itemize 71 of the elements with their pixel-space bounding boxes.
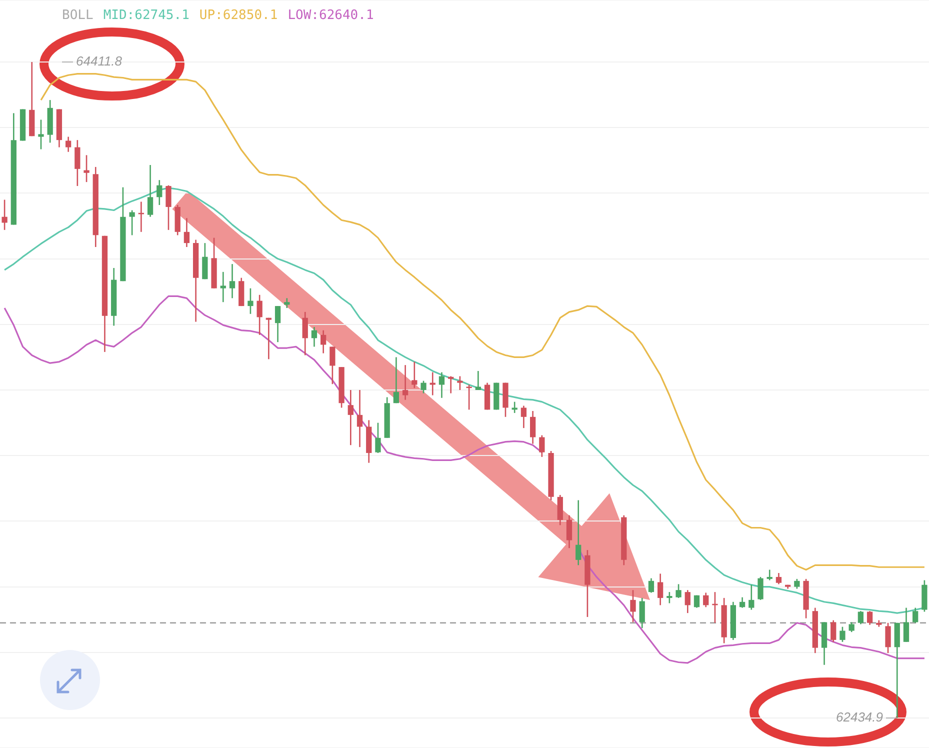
candlestick: [302, 311, 308, 356]
candlestick: [539, 434, 545, 458]
candlestick: [766, 569, 772, 581]
chart-title: BOLL: [62, 8, 94, 23]
candlestick: [356, 389, 363, 448]
candlestick: [912, 607, 918, 624]
candlestick: [375, 422, 381, 454]
annotation: 64411.8: [76, 54, 123, 69]
candlestick: [320, 330, 326, 354]
candlestick: [776, 572, 782, 585]
candlestick: [748, 584, 754, 610]
candlestick: [866, 610, 873, 626]
text: MID:62745.1: [103, 8, 190, 23]
candlestick: [666, 591, 672, 604]
candlestick: [903, 607, 910, 643]
text: UP:62850.1: [199, 8, 278, 23]
candlestick: [402, 364, 408, 400]
candlestick: [639, 597, 645, 629]
candlestick: [457, 376, 463, 391]
candlestick: [520, 405, 527, 429]
candlestick: [202, 242, 208, 280]
candlestick: [74, 139, 80, 187]
candlestick: [38, 119, 44, 150]
candlestick: [184, 217, 190, 248]
candlestick: [630, 589, 636, 623]
candlestick: [65, 136, 72, 153]
candlestick: [657, 573, 664, 606]
candlestick: [256, 294, 262, 336]
candlestick: [648, 578, 654, 594]
candlestick: [420, 380, 426, 394]
candlestick: [430, 372, 436, 396]
candlestick: [703, 592, 709, 608]
candlestick: [576, 500, 582, 566]
candlestick: [794, 578, 800, 590]
candlestick: [84, 154, 90, 183]
annotation: 62434.9: [836, 710, 884, 725]
candlestick: [166, 184, 172, 231]
candlestick: [739, 596, 746, 608]
candlestick: [393, 356, 400, 404]
candlestick: [284, 298, 290, 309]
candlestick: [129, 210, 135, 236]
candlestick: [557, 494, 563, 526]
text: LOW:62640.1: [288, 8, 374, 23]
candlestick: [475, 370, 481, 391]
candlestick: [885, 622, 891, 654]
candlestick: [512, 401, 518, 414]
candlestick: [676, 584, 682, 599]
candlestick: [848, 622, 854, 633]
candlestick: [438, 372, 445, 399]
candlestick: [466, 384, 472, 410]
candlestick: [229, 263, 236, 299]
candlestick: [530, 410, 536, 444]
candlestick: [266, 317, 272, 360]
candlestick: [248, 288, 254, 315]
candlestick: [566, 514, 572, 549]
candlestick: [758, 576, 764, 601]
candlestick: [156, 179, 162, 206]
candlestick: [694, 594, 700, 608]
candlestick: [412, 361, 418, 389]
candlestick: [858, 610, 864, 625]
candlestick: [348, 389, 354, 446]
candlestick: [840, 626, 846, 643]
candlestick: [274, 305, 281, 343]
candlestick: [2, 199, 8, 231]
candlestick: [220, 271, 226, 303]
candlestick: [830, 620, 836, 643]
candlestick: [448, 376, 454, 394]
candlestick: [311, 326, 318, 348]
candlestick: [684, 589, 690, 614]
candlestick: [147, 164, 154, 218]
candlestick: [330, 346, 336, 385]
